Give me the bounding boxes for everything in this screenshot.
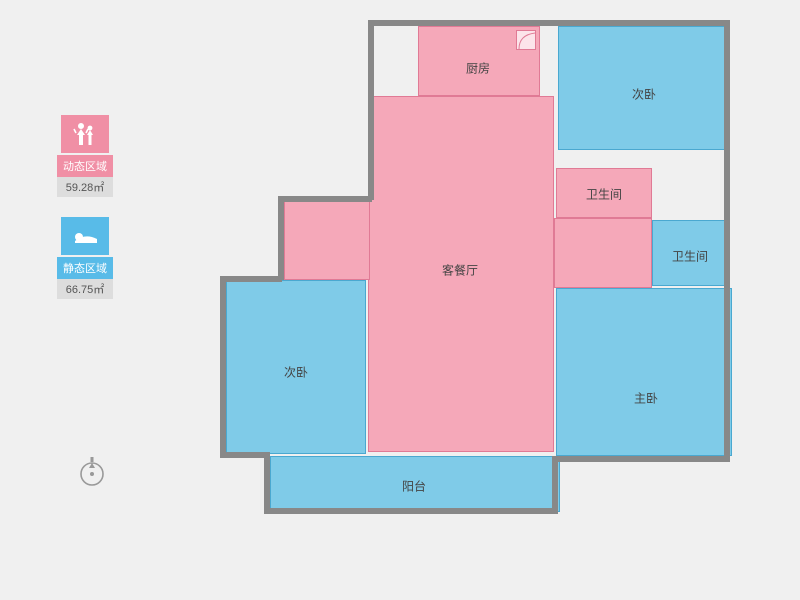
room-living	[368, 96, 554, 452]
wall-segment	[220, 276, 226, 456]
room-balcony	[270, 456, 560, 512]
wall-segment	[278, 196, 284, 280]
people-icon	[61, 115, 109, 153]
legend-dynamic-label: 动态区域	[57, 155, 113, 177]
room-bedroom2a	[558, 26, 728, 150]
room-bath2	[652, 220, 728, 286]
window-icon	[516, 30, 536, 50]
room-hall-r	[554, 218, 652, 288]
legend-dynamic: 动态区域 59.28㎡	[55, 115, 115, 197]
floorplan: 厨房次卧客餐厅卫生间卫生间主卧次卧阳台	[220, 20, 740, 560]
compass-icon	[78, 456, 106, 488]
room-bedroom2b	[226, 280, 366, 454]
room-master	[556, 288, 732, 456]
wall-segment	[368, 20, 374, 200]
sleep-icon	[61, 217, 109, 255]
legend-dynamic-value: 59.28㎡	[57, 177, 113, 197]
legend: 动态区域 59.28㎡ 静态区域 66.75㎡	[55, 115, 115, 319]
wall-segment	[368, 20, 730, 26]
wall-segment	[220, 276, 282, 282]
wall-segment	[552, 456, 558, 514]
legend-static-label: 静态区域	[57, 257, 113, 279]
legend-static-value: 66.75㎡	[57, 279, 113, 299]
wall-segment	[724, 20, 730, 460]
legend-static: 静态区域 66.75㎡	[55, 217, 115, 299]
wall-segment	[264, 508, 558, 514]
wall-segment	[220, 452, 270, 458]
wall-segment	[264, 452, 270, 512]
wall-segment	[552, 456, 730, 462]
room-bath1	[556, 168, 652, 218]
wall-segment	[278, 196, 372, 202]
room-living-l	[284, 200, 370, 280]
